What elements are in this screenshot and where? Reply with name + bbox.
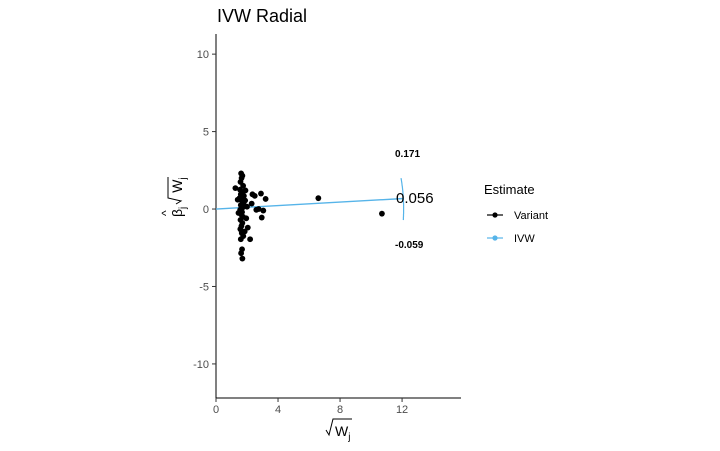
variant-point (262, 196, 269, 202)
variant-point (234, 196, 241, 203)
variant-point (379, 210, 385, 217)
variant-point (243, 215, 250, 222)
variant-point (232, 185, 239, 192)
variant-point (255, 206, 262, 212)
x-axis-title-sqrt-sign (325, 418, 352, 437)
variant-point (251, 192, 258, 199)
y-axis-title: βjWj ^ (159, 177, 189, 217)
variant-point (240, 182, 247, 189)
variant-point (244, 203, 250, 210)
y-tick-label: 10 (197, 49, 209, 61)
x-tick-label: 8 (337, 404, 343, 416)
y-tick-label: -10 (193, 359, 209, 371)
variant-series (232, 170, 385, 262)
variant-point (242, 187, 249, 194)
y-axis-title-beta-sub: j (178, 207, 189, 210)
variant-point (244, 224, 251, 231)
legend-key-variant-point (492, 212, 498, 218)
variant-point (248, 200, 255, 207)
y-ticks: 10 5 0 -5 -10 (193, 49, 216, 371)
legend-item-ivw: IVW (487, 233, 535, 245)
x-axis-title-w: W (335, 423, 349, 439)
y-axis-title-w-sub: j (178, 177, 189, 180)
y-axis-title-beta: β (169, 209, 185, 217)
variant-point (247, 236, 254, 243)
ivw-radial-arc (400, 177, 405, 221)
axes (215, 34, 461, 399)
annotation-lower: -0.059 (395, 240, 424, 251)
variant-point (238, 250, 245, 257)
variant-point (235, 210, 242, 216)
annotation-upper: 0.171 (395, 149, 420, 160)
legend-item-variant: Variant (487, 210, 548, 222)
variant-point (260, 207, 267, 214)
variant-point (239, 255, 246, 262)
y-tick-label: 5 (203, 127, 209, 139)
variant-point (241, 228, 248, 235)
x-tick-label: 0 (213, 404, 219, 416)
variant-point (242, 197, 249, 204)
variant-point (258, 190, 264, 197)
legend-label-variant: Variant (514, 210, 548, 222)
legend-key-ivw-point (492, 235, 498, 241)
legend-title: Estimate (484, 182, 535, 197)
variant-point (237, 236, 244, 243)
y-tick-label: -5 (199, 281, 209, 293)
legend: Estimate Variant IVW (484, 182, 548, 245)
y-axis-title-hat: ^ (159, 210, 173, 216)
svg-text:βjWj: βjWj (169, 177, 189, 217)
variant-point (315, 195, 322, 202)
x-axis-title-w-sub: j (347, 432, 350, 443)
annotation-mid: 0.056 (396, 190, 434, 207)
variant-point (241, 192, 247, 199)
x-ticks: 0 4 8 12 (213, 398, 408, 416)
y-axis-title-sqrt-sign (167, 177, 183, 205)
y-axis-title-w: W (169, 179, 185, 193)
x-tick-label: 12 (396, 404, 408, 416)
variant-point (258, 214, 265, 221)
y-tick-label: 0 (203, 204, 209, 216)
svg-text:Wj: Wj (335, 423, 350, 443)
chart-title: IVW Radial (217, 6, 307, 26)
legend-label-ivw: IVW (514, 233, 535, 245)
x-tick-label: 4 (275, 404, 281, 416)
x-axis-title: Wj (325, 418, 352, 443)
